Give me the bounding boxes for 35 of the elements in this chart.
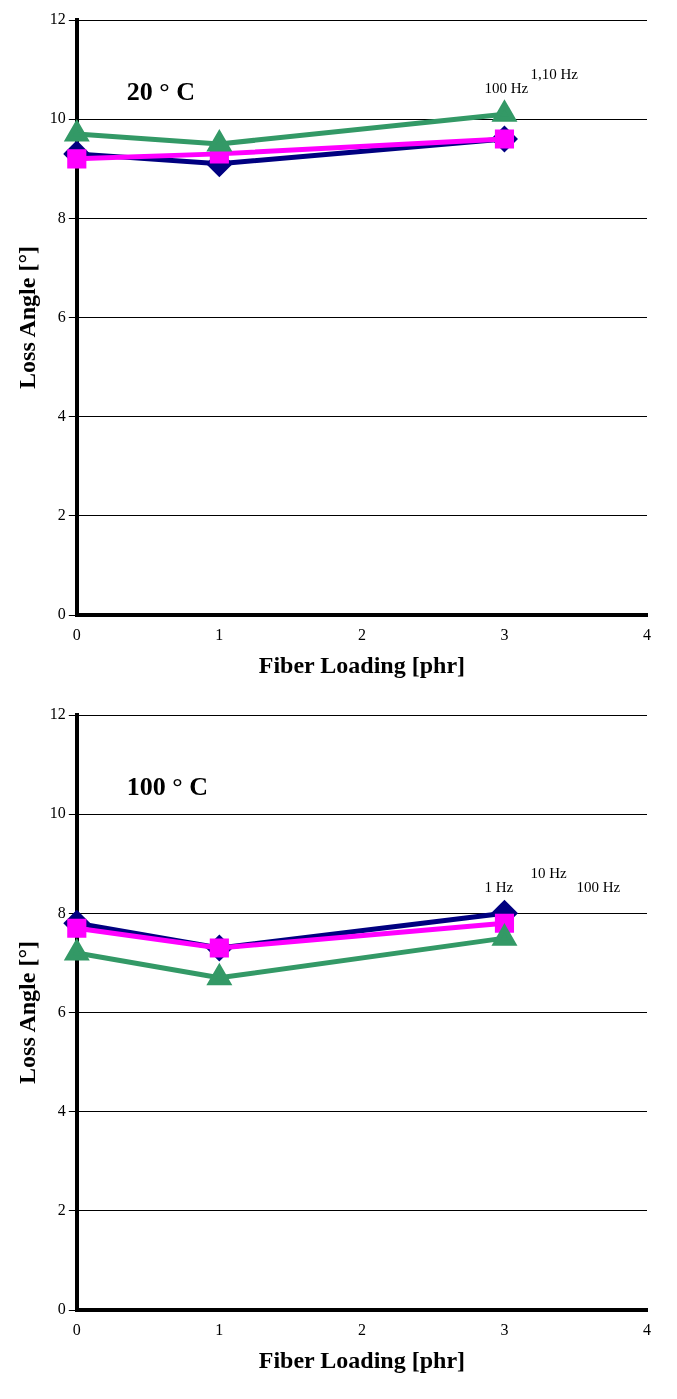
annotation: 1 Hz [484, 878, 514, 895]
y-tick-label: 10 [49, 109, 66, 127]
x-tick-label: 2 [357, 1320, 366, 1338]
y-tick-label: 12 [49, 10, 66, 28]
y-axis-title: Loss Angle [°] [13, 246, 40, 389]
x-tick-label: 4 [643, 625, 651, 643]
y-axis-title: Loss Angle [°] [13, 941, 40, 1084]
y-tick-label: 10 [49, 804, 66, 822]
annotation: 100 Hz [576, 878, 621, 895]
y-tick-label: 8 [57, 208, 66, 226]
x-tick-label: 0 [72, 1320, 81, 1338]
text: 20 ° C [126, 76, 195, 106]
annotation: 10 Hz [530, 864, 568, 881]
x-tick-label: 3 [500, 1320, 509, 1338]
x-tick-label: 2 [357, 625, 366, 643]
y-tick-label: 4 [57, 406, 66, 424]
y-tick-label: 0 [57, 1300, 66, 1318]
x-tick-label: 0 [72, 625, 81, 643]
annotation: 100 Hz [484, 79, 529, 96]
y-tick-label: 2 [57, 1201, 66, 1219]
y-tick-label: 6 [57, 1002, 66, 1020]
x-tick-label: 1 [215, 625, 224, 643]
x-tick-label: 4 [643, 1320, 651, 1338]
y-tick-label: 6 [57, 307, 66, 325]
x-axis-title: Fiber Loading [phr] [258, 1346, 466, 1373]
y-tick-label: 2 [57, 506, 66, 524]
x-tick-label: 3 [500, 625, 509, 643]
y-tick-label: 4 [57, 1101, 66, 1119]
y-tick-label: 12 [49, 705, 66, 723]
y-tick-label: 8 [57, 903, 66, 921]
text: 100 ° C [126, 771, 208, 801]
x-tick-label: 1 [215, 1320, 224, 1338]
annotation: 1,10 Hz [530, 65, 579, 82]
y-tick-label: 0 [57, 605, 66, 623]
x-axis-title: Fiber Loading [phr] [258, 651, 466, 678]
